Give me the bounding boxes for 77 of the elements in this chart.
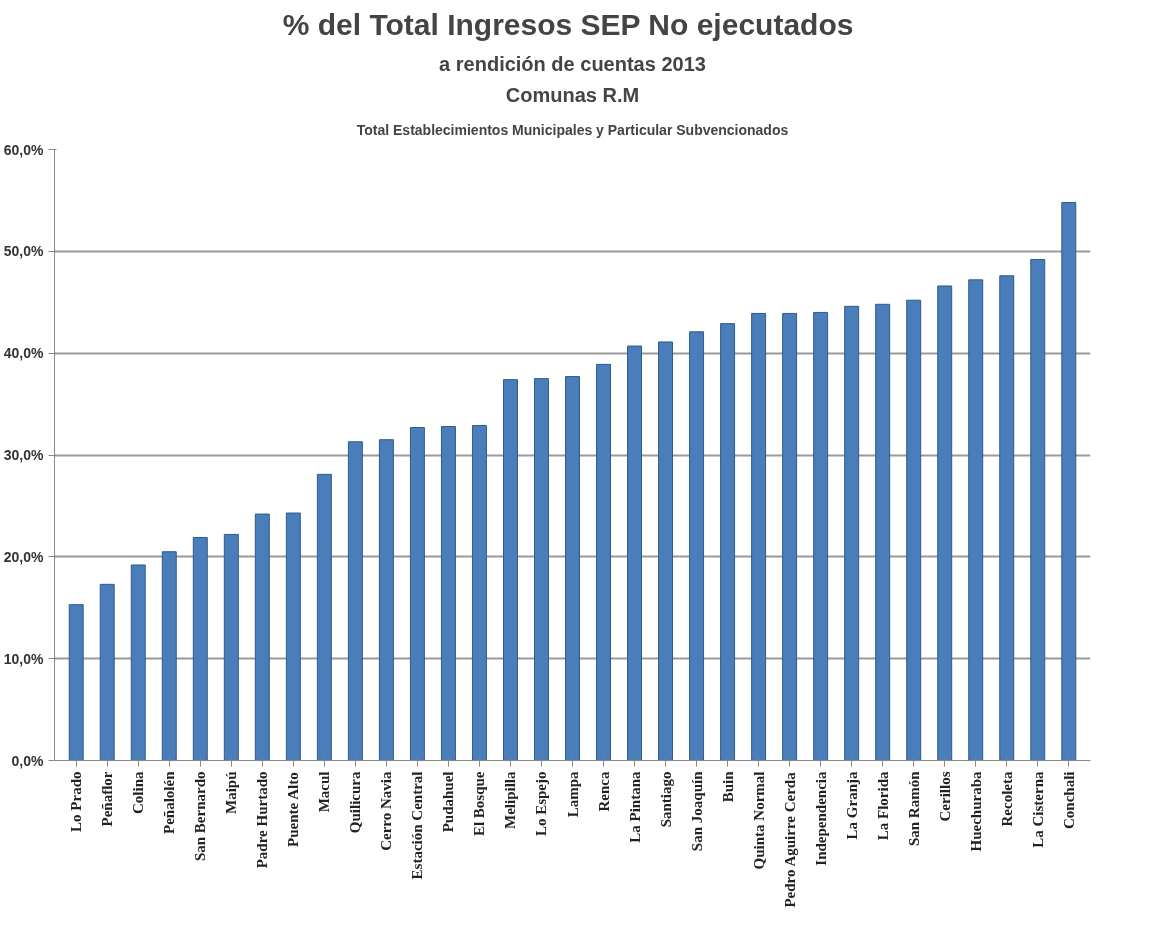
- x-tick-label: Recoleta: [998, 771, 1015, 827]
- text: Total Establecimientos Municipales y Particular Subvencionados: [356, 121, 789, 138]
- bar: [68, 604, 84, 761]
- y-tick-label: 0,0%: [11, 752, 45, 769]
- y-tick-label: 60,0%: [3, 141, 45, 158]
- x-tick-label: El Bosque: [471, 771, 488, 837]
- bar: [192, 536, 208, 761]
- x-tick-label: La Florida: [874, 771, 891, 841]
- bar: [285, 512, 301, 761]
- bar: [534, 378, 549, 761]
- x-tick-label: Conchali: [1060, 771, 1077, 830]
- y-tick-label: 40,0%: [3, 345, 45, 362]
- bar: [378, 439, 394, 761]
- x-tick-label: Renca: [595, 771, 612, 812]
- chart-title: % del Total Ingresos SEP No ejecutados: [282, 7, 854, 41]
- bar: [471, 424, 487, 761]
- x-tick-label: Independencia: [812, 771, 829, 866]
- x-tick-label: Puente Alto: [285, 772, 302, 847]
- x-tick-label: San Joaquín: [688, 770, 705, 852]
- x-tick-label: Lo Prado: [68, 771, 85, 832]
- x-tick-label: Peñaflor: [99, 771, 116, 827]
- x-tick-label: Lo Espejo: [533, 771, 550, 837]
- x-tick-label: Huechuraba: [967, 771, 984, 852]
- x-tick-label: La Granja: [843, 771, 860, 840]
- x-tick-label: Quinta Normal: [750, 771, 767, 870]
- bar: [906, 299, 922, 761]
- bar: [751, 312, 767, 761]
- x-tick-label: Cerillos: [936, 771, 953, 822]
- chart-subtitle: a rendición de cuentas 2013: [439, 52, 706, 75]
- bar: [347, 441, 363, 761]
- x-tick-label: Macul: [316, 771, 333, 813]
- bar: [627, 345, 643, 761]
- x-tick-label: Cerro Navia: [378, 771, 395, 851]
- bar: [161, 551, 177, 761]
- bar: [409, 427, 425, 761]
- bar: [99, 583, 115, 761]
- bar: [782, 312, 798, 761]
- bar: [1061, 201, 1077, 761]
- x-tick-label: Quilicura: [347, 771, 364, 834]
- bar: [968, 279, 984, 761]
- x-tick-label: Colina: [130, 771, 147, 815]
- bar: [844, 305, 860, 761]
- y-tick-label: 10,0%: [3, 650, 45, 667]
- text: Comunas R.M: [505, 83, 640, 106]
- bar: [689, 331, 705, 761]
- bar: [440, 425, 456, 761]
- x-tick-label: La Pintana: [626, 771, 643, 843]
- bar: [130, 564, 146, 761]
- bar: [813, 311, 829, 761]
- x-tick-label: San Bernardo: [192, 771, 209, 862]
- x-tick-label: Peñalolén: [161, 770, 178, 834]
- x-tick-label: Melipilla: [502, 771, 519, 829]
- bar: [254, 513, 270, 761]
- bar: [596, 363, 611, 761]
- bar: [223, 533, 239, 761]
- x-tick-label: La Cisterna: [1029, 771, 1046, 848]
- bar: [658, 341, 674, 761]
- bar: [316, 473, 332, 761]
- x-tick-label: Buin: [719, 770, 736, 803]
- y-tick-label: 20,0%: [3, 548, 45, 565]
- bar: [502, 379, 518, 761]
- bar: [565, 376, 580, 761]
- x-tick-label: Pudahuel: [440, 771, 457, 833]
- y-tick-label: 30,0%: [3, 447, 45, 463]
- y-tick-label: 50,0%: [3, 243, 45, 260]
- x-tick-label: Lampa: [564, 771, 581, 818]
- x-tick-label: Padre Hurtado: [254, 771, 271, 869]
- bar: [875, 303, 891, 761]
- x-tick-label: Maipú: [223, 771, 240, 815]
- x-tick-label: Santiago: [657, 771, 674, 828]
- x-tick-label: Estación Central: [409, 771, 426, 880]
- bar: [1030, 258, 1046, 761]
- bar: [937, 285, 953, 761]
- x-tick-label: Pedro Aguirre Cerda: [781, 771, 798, 908]
- x-tick-label: San Ramón: [905, 770, 922, 847]
- bar: [999, 275, 1015, 761]
- bar: [720, 323, 736, 761]
